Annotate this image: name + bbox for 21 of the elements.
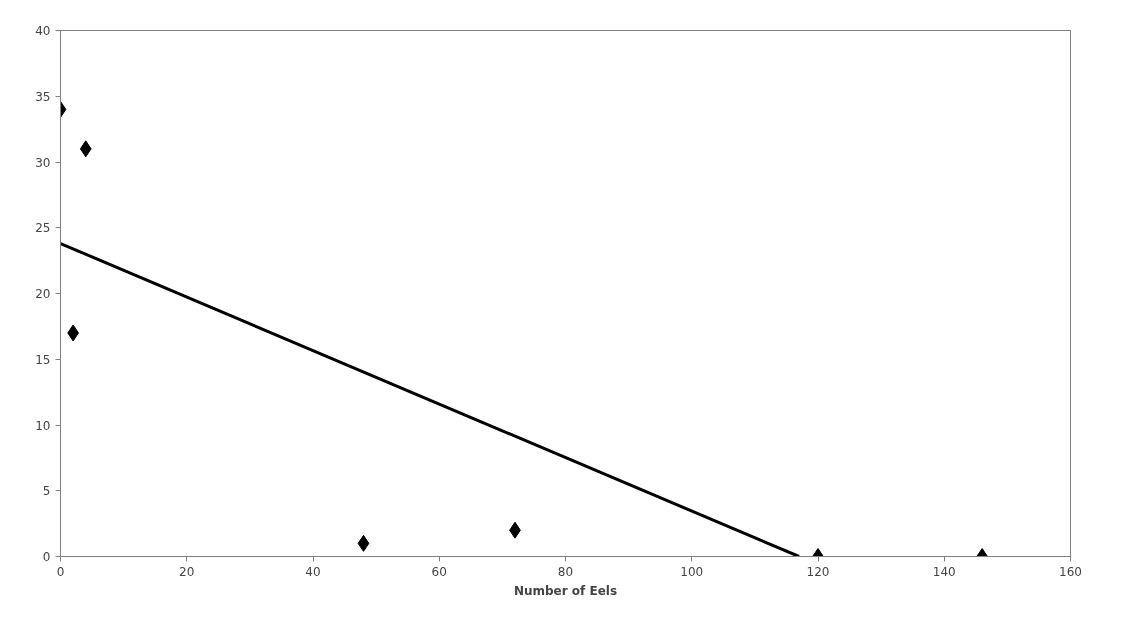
- x-tick-label: 100: [680, 564, 704, 579]
- x-tick-label: 140: [932, 564, 956, 579]
- y-tick-label: 40: [35, 24, 51, 38]
- y-tick-label: 15: [35, 352, 51, 367]
- x-tick-label: 120: [806, 564, 830, 579]
- y-tick-label: 20: [35, 287, 51, 301]
- x-tick-label: 0: [56, 564, 65, 579]
- point: [357, 534, 370, 552]
- y-tick-label: 10: [35, 418, 51, 433]
- x-tick-label: 20: [179, 564, 195, 579]
- y-tick-label: 0: [42, 550, 51, 564]
- x-tick-label: 80: [557, 564, 574, 579]
- y-tick-label: 30: [35, 155, 51, 170]
- x-axis-title: Number of Eels: [513, 583, 618, 598]
- x-tick-label: 160: [1059, 564, 1082, 579]
- y-tick-label: 25: [35, 221, 51, 236]
- x-tick-label: 60: [431, 564, 447, 579]
- x-tick-label: 40: [305, 564, 321, 579]
- y-tick-label: 35: [35, 89, 51, 104]
- y-tick-label: 5: [42, 484, 51, 499]
- point: [79, 140, 92, 158]
